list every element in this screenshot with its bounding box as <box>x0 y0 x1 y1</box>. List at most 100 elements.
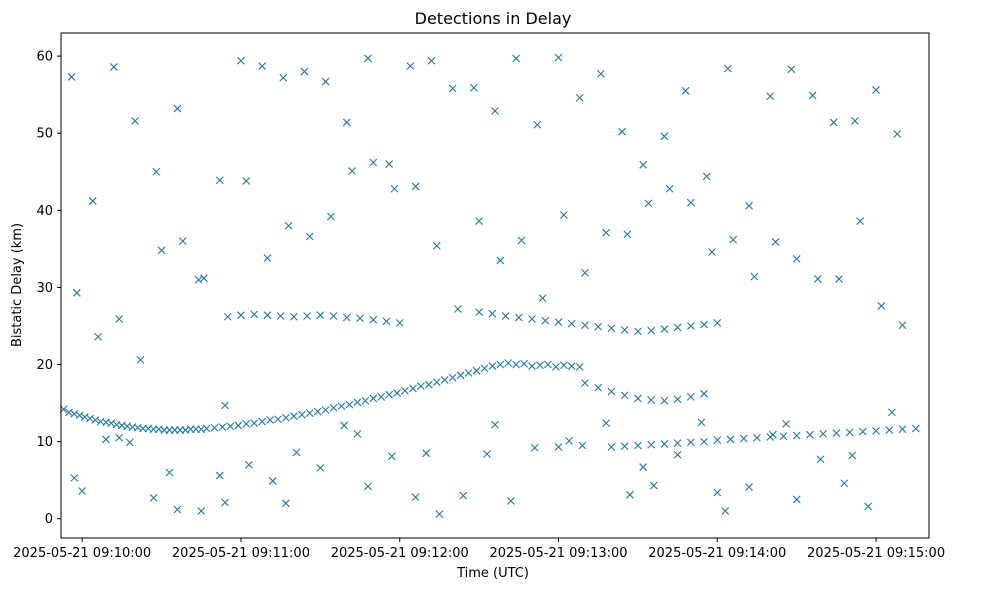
data-point <box>792 255 801 263</box>
data-point <box>110 63 118 71</box>
data-point <box>700 437 708 446</box>
data-point <box>885 426 894 434</box>
data-point <box>660 440 669 448</box>
data-point <box>194 275 203 284</box>
data-point <box>898 321 907 330</box>
data-point <box>602 419 611 428</box>
data-point <box>559 361 568 370</box>
data-point <box>779 432 788 441</box>
data-point <box>454 305 462 313</box>
data-point <box>816 455 825 464</box>
data-point <box>829 118 838 127</box>
data-point <box>517 236 526 245</box>
data-point <box>266 416 274 424</box>
data-point <box>409 384 417 393</box>
x-tick-label: 2025-05-21 09:11:00 <box>172 546 310 561</box>
data-point <box>647 326 656 335</box>
x-axis-title: Time (UTC) <box>456 566 529 581</box>
data-point <box>80 413 89 421</box>
y-tick-label: 50 <box>36 127 53 142</box>
x-tick-label: 2025-05-21 09:10:00 <box>13 546 151 561</box>
data-point <box>149 494 158 502</box>
data-point <box>639 463 648 471</box>
data-point <box>316 463 325 472</box>
data-point <box>488 362 497 370</box>
data-point <box>234 421 243 430</box>
data-point <box>596 69 605 78</box>
data-point <box>91 416 100 424</box>
data-point <box>342 118 351 127</box>
data-point <box>221 401 229 410</box>
data-point <box>242 177 251 185</box>
data-point <box>665 184 674 193</box>
data-point <box>488 309 497 318</box>
data-point <box>472 366 481 375</box>
data-point <box>528 362 536 370</box>
data-point <box>750 272 759 281</box>
data-point <box>512 54 521 63</box>
data-point <box>538 294 547 303</box>
data-point <box>469 83 478 92</box>
y-axis: 0 10 20 30 40 50 60 <box>36 50 61 527</box>
data-point <box>115 433 124 442</box>
data-point <box>67 73 76 81</box>
data-point <box>708 248 716 256</box>
data-point <box>864 502 873 511</box>
data-point <box>157 246 166 255</box>
data-point <box>581 268 589 277</box>
data-point <box>364 54 372 63</box>
y-tick-label: 60 <box>36 50 53 65</box>
data-point <box>792 431 801 440</box>
data-point <box>202 424 211 433</box>
data-point <box>70 409 79 418</box>
data-point <box>125 438 134 447</box>
x-axis: 2025-05-21 09:10:00 2025-05-21 09:11:00 20… <box>13 538 945 561</box>
data-point <box>284 221 293 230</box>
data-point <box>541 316 550 325</box>
x-tick-label: 2025-05-21 09:15:00 <box>807 546 945 561</box>
data-point <box>713 488 722 497</box>
data-point <box>321 77 330 86</box>
data-point <box>448 373 457 382</box>
data-point <box>888 408 896 417</box>
data-point <box>530 443 539 452</box>
data-point <box>848 451 857 460</box>
data-point <box>94 332 102 341</box>
data-point <box>575 93 584 102</box>
data-point <box>623 230 632 239</box>
data-point <box>911 424 920 433</box>
data-point <box>237 56 245 65</box>
data-point <box>660 325 669 333</box>
data-point <box>422 449 431 458</box>
data-point <box>456 371 465 380</box>
data-point <box>673 395 682 404</box>
data-point <box>432 241 441 250</box>
x-tick-label: 2025-05-21 09:14:00 <box>648 546 786 561</box>
data-point <box>250 310 259 319</box>
data-point <box>313 407 322 416</box>
data-point <box>520 359 528 368</box>
data-point <box>459 491 468 500</box>
y-tick-label: 20 <box>36 358 53 373</box>
data-point <box>263 311 272 320</box>
data-point <box>729 235 738 244</box>
data-point <box>536 361 544 370</box>
data-point <box>215 471 224 480</box>
data-point <box>808 91 817 100</box>
data-point <box>395 319 404 327</box>
data-point <box>210 423 219 432</box>
data-point <box>559 211 568 219</box>
data-point <box>292 448 301 457</box>
data-point <box>353 398 362 407</box>
data-point <box>475 217 484 226</box>
data-point <box>282 499 290 508</box>
data-point <box>594 322 603 331</box>
data-point <box>321 406 330 414</box>
data-point <box>345 400 354 409</box>
data-point <box>342 313 351 322</box>
data-point <box>832 429 841 438</box>
data-point <box>215 176 224 185</box>
data-point <box>504 359 513 367</box>
